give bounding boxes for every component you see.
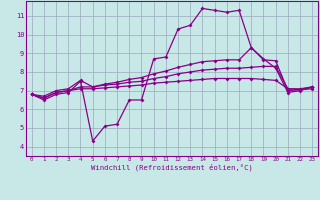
X-axis label: Windchill (Refroidissement éolien,°C): Windchill (Refroidissement éolien,°C) bbox=[91, 164, 253, 171]
